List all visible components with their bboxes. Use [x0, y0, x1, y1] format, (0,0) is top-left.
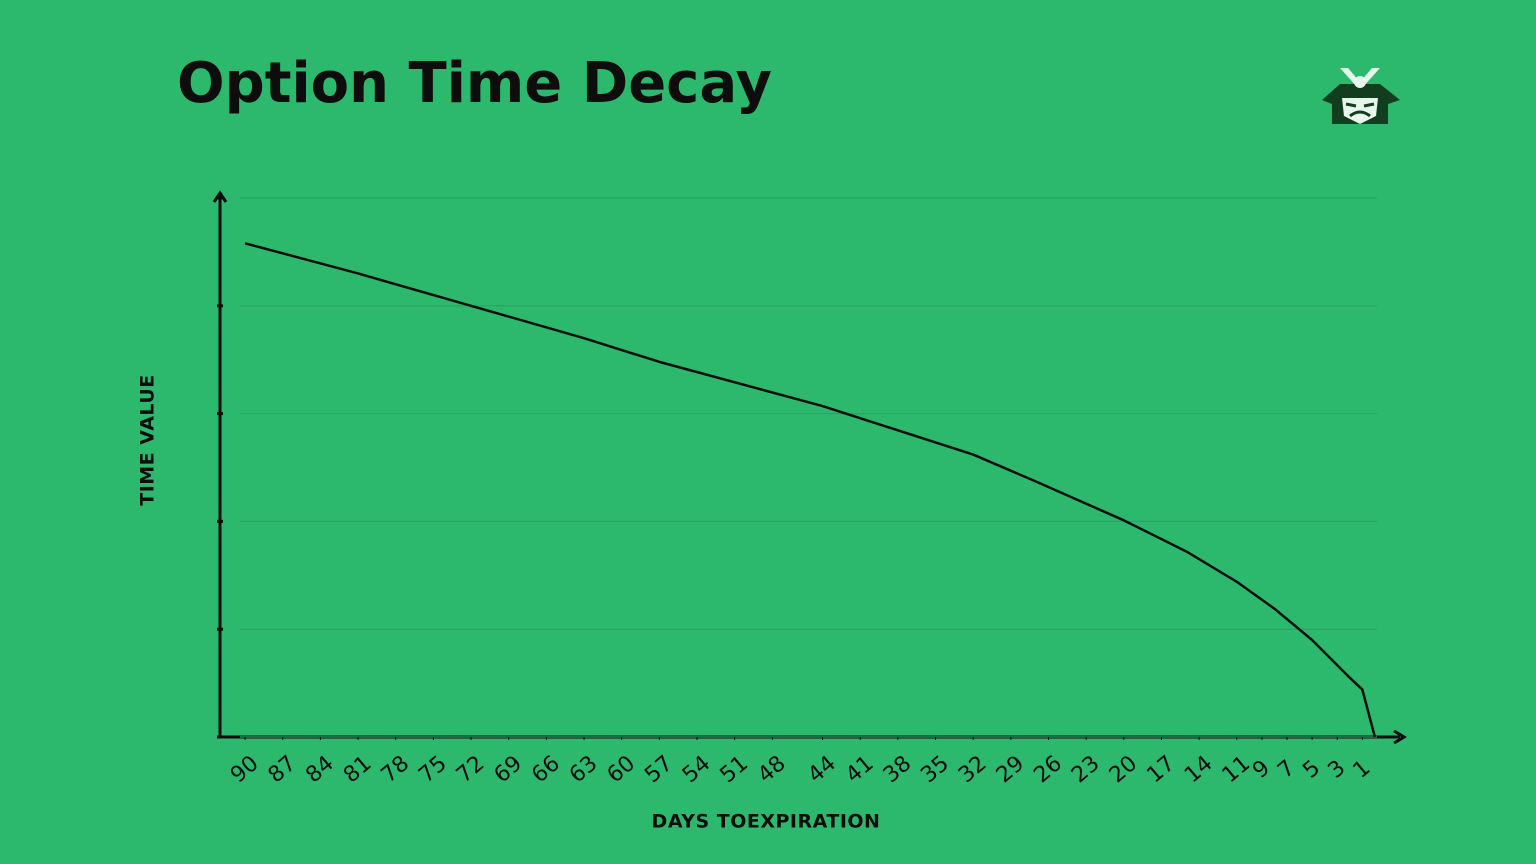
x-tick-label: 72 — [452, 751, 490, 788]
x-tick-label: 81 — [339, 751, 377, 788]
x-tick-label: 60 — [603, 751, 641, 788]
x-tick-label: 26 — [1029, 751, 1067, 788]
chart-title: Option Time Decay — [177, 51, 772, 116]
x-axis-arrow — [1393, 729, 1407, 745]
logo — [1322, 68, 1400, 124]
x-tick-label: 51 — [716, 751, 754, 788]
x-tick-label: 7 — [1273, 756, 1300, 784]
x-tick-label: 5 — [1298, 756, 1325, 784]
x-tick-label: 44 — [803, 751, 841, 788]
x-tick-label: 35 — [916, 751, 954, 788]
x-tick-label: 90 — [226, 751, 264, 788]
x-tick-label: 23 — [1067, 751, 1105, 788]
x-tick-label: 17 — [1142, 751, 1180, 788]
x-tick-label: 14 — [1180, 751, 1218, 788]
x-tick-label: 66 — [527, 751, 565, 788]
x-tick-label: 3 — [1323, 756, 1350, 784]
decay-line — [244, 242, 1377, 738]
x-tick-label: 57 — [640, 751, 678, 788]
x-tick-label: 41 — [841, 751, 879, 788]
x-tick-label: 63 — [565, 751, 603, 788]
x-tick-label: 1 — [1349, 756, 1376, 784]
x-tick-label: 20 — [1105, 751, 1143, 788]
x-axis-label: DAYS TOEXPIRATION — [652, 811, 881, 833]
x-tick-label: 54 — [678, 751, 716, 788]
x-tick-label: 29 — [992, 751, 1030, 788]
x-tick-label: 48 — [753, 751, 791, 788]
y-axis-arrow — [212, 190, 228, 203]
x-tick-label: 11 — [1218, 751, 1256, 788]
x-tick-label: 9 — [1248, 756, 1275, 784]
x-tick-label: 38 — [879, 751, 917, 788]
x-tick-label: 32 — [954, 751, 992, 788]
x-tick-label: 69 — [490, 751, 528, 788]
x-tick-label: 78 — [377, 751, 415, 788]
y-axis-label: TIME VALUE — [137, 374, 159, 506]
x-tick-label: 75 — [414, 751, 452, 788]
x-tick-label: 87 — [264, 751, 302, 788]
x-tick-label: 84 — [301, 751, 339, 788]
